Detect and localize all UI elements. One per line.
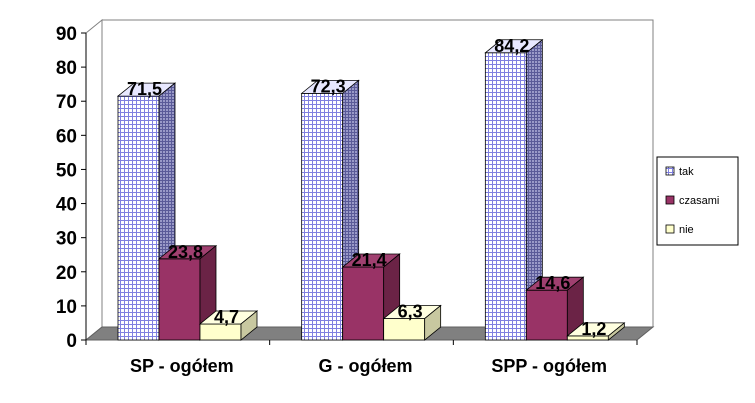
bar-tak: [301, 92, 344, 341]
y-tick-label: 0: [66, 331, 77, 352]
y-tick-label: 80: [56, 58, 77, 79]
bar-side-nie: [240, 310, 258, 341]
legend-swatch-nie: [665, 224, 675, 234]
bar-side-nie: [607, 322, 625, 341]
data-label: 4,7: [214, 307, 239, 327]
y-tick-label: 70: [56, 92, 77, 113]
legend: tak czasami nie: [656, 156, 739, 246]
bar-tak: [484, 52, 527, 341]
y-tick-label: 90: [56, 24, 77, 45]
bar-czasami: [158, 258, 201, 341]
category-label: G - ogółem: [319, 356, 413, 376]
y-tick-label: 60: [56, 126, 77, 147]
category-label: SPP - ogółem: [491, 356, 607, 376]
plot-area: 0 10 20 30 40 50 60 70 80 90 SP - ogółem 71,5 23,8 4,…: [56, 18, 655, 376]
legend-label-nie: nie: [679, 224, 694, 236]
bar-czasami: [525, 289, 568, 341]
y-tick-label: 30: [56, 229, 77, 250]
bar-nie: [383, 318, 426, 341]
data-label: 6,3: [398, 302, 423, 322]
data-label: 72,3: [311, 76, 346, 96]
bar-czasami: [342, 266, 385, 341]
bar-side-nie: [424, 304, 442, 341]
y-tick-label: 40: [56, 195, 77, 216]
legend-label-czasami: czasami: [679, 195, 719, 207]
legend-label-tak: tak: [679, 166, 694, 178]
side-wall: [85, 18, 103, 342]
data-label: 14,6: [535, 273, 570, 293]
y-tick-label: 10: [56, 297, 77, 318]
data-label: 71,5: [127, 79, 162, 99]
data-label: 23,8: [168, 242, 203, 262]
data-label: 84,2: [494, 36, 529, 56]
category-label: SP - ogółem: [130, 356, 234, 376]
y-tick-label: 20: [56, 263, 77, 284]
bar-tak: [117, 95, 160, 341]
legend-swatch-czasami: [665, 195, 675, 205]
data-label: 1,2: [581, 319, 606, 339]
legend-swatch-tak: [665, 166, 675, 176]
y-tick-label: 50: [56, 160, 77, 181]
data-label: 21,4: [352, 250, 387, 270]
